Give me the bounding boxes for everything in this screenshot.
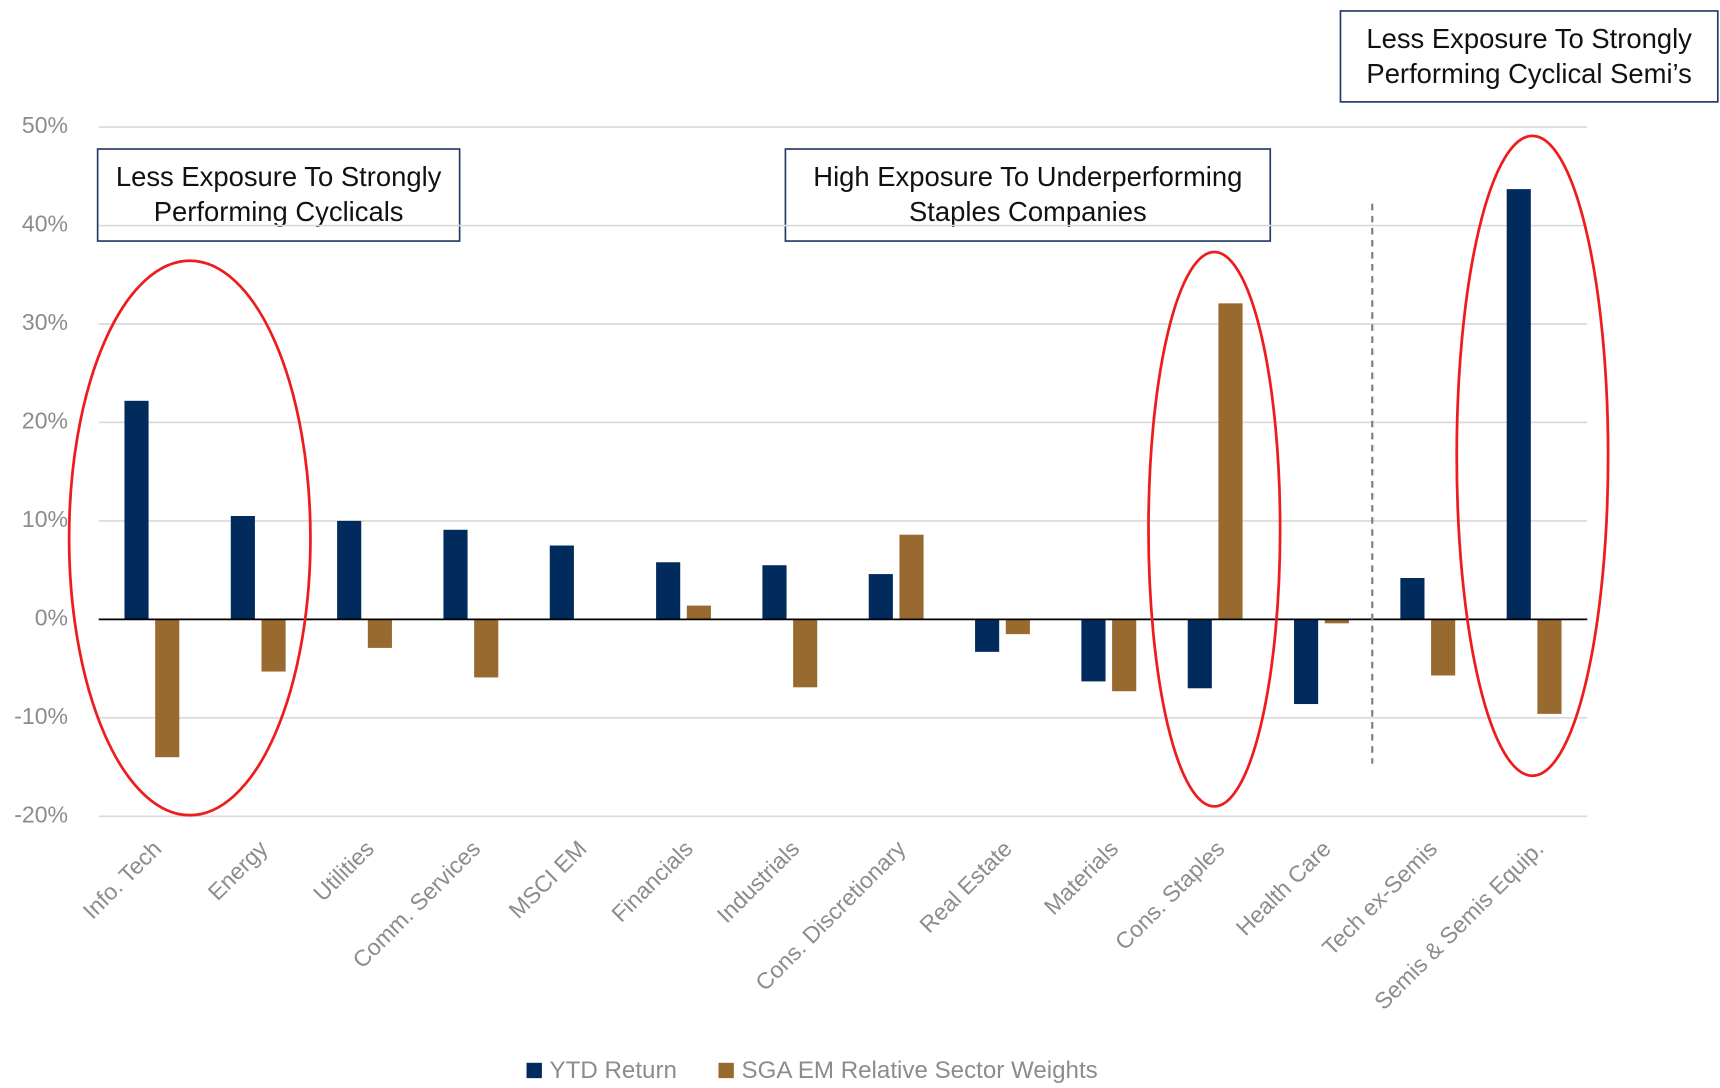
legend-label: SGA EM Relative Sector Weights bbox=[742, 1057, 1098, 1084]
x-tick-label: Industrials bbox=[712, 835, 805, 928]
bar bbox=[686, 605, 711, 620]
annotation-text: Staples Companies bbox=[909, 196, 1147, 227]
x-tick-label: Utilities bbox=[308, 835, 379, 906]
x-tick-label: Energy bbox=[203, 835, 273, 905]
x-tick-label: Real Estate bbox=[914, 835, 1017, 937]
y-tick-label: -20% bbox=[14, 801, 68, 827]
annotation-box: Less Exposure To Strongly Performing Cyc… bbox=[1339, 10, 1719, 103]
annotation-text: High Exposure To Underperforming bbox=[813, 161, 1242, 192]
annotation-text: Performing Cyclical Semi’s bbox=[1366, 58, 1691, 89]
bar bbox=[868, 574, 893, 620]
bar bbox=[474, 619, 499, 678]
bar bbox=[367, 619, 392, 648]
bar bbox=[230, 515, 255, 620]
x-tick-label: Health Care bbox=[1231, 835, 1336, 940]
bar bbox=[1294, 619, 1319, 705]
bar bbox=[793, 619, 818, 688]
bar bbox=[656, 562, 681, 620]
annotation-text: Less Exposure To Strongly bbox=[116, 161, 442, 192]
legend-label: YTD Return bbox=[550, 1057, 677, 1084]
bar bbox=[899, 534, 924, 620]
annotation-text: Performing Cyclicals bbox=[154, 196, 404, 227]
x-tick-label: Materials bbox=[1039, 835, 1123, 919]
y-tick-label: -10% bbox=[14, 703, 68, 729]
bar bbox=[549, 545, 574, 620]
highlight-ellipse bbox=[1147, 250, 1282, 808]
y-tick-label: 40% bbox=[22, 211, 68, 237]
bar bbox=[1005, 619, 1030, 635]
x-tick-label: Financials bbox=[606, 835, 698, 927]
bar bbox=[1081, 619, 1106, 682]
highlight-ellipse bbox=[67, 259, 312, 817]
x-tick-label: MSCI EM bbox=[504, 835, 592, 923]
annotation-box: Less Exposure To Strongly Performing Cyc… bbox=[96, 148, 461, 242]
bar bbox=[1324, 619, 1349, 624]
y-tick-label: 10% bbox=[22, 506, 68, 532]
bar bbox=[1218, 303, 1243, 620]
bar bbox=[1400, 578, 1425, 620]
legend-swatch bbox=[526, 1062, 542, 1079]
bar bbox=[762, 565, 787, 620]
x-tick-label: Info. Tech bbox=[78, 835, 167, 924]
annotation-box: High Exposure To Underperforming Staples… bbox=[784, 148, 1272, 242]
bar bbox=[124, 400, 149, 620]
bar bbox=[1537, 619, 1562, 714]
annotation-frame bbox=[1339, 10, 1719, 103]
bar bbox=[155, 619, 180, 758]
plot: -20% -10% 0% 10% 20% 30% 40% 50% Info. Tech Energ… bbox=[14, 112, 1588, 1084]
highlight-ellipse bbox=[1455, 134, 1610, 778]
bar bbox=[975, 619, 1000, 652]
bar bbox=[1187, 619, 1212, 689]
y-tick-label: 30% bbox=[22, 309, 68, 335]
annotation-text: Less Exposure To Strongly bbox=[1366, 23, 1692, 54]
bar bbox=[1506, 189, 1531, 620]
bar bbox=[1112, 619, 1137, 692]
legend-swatch bbox=[718, 1062, 734, 1079]
y-tick-label: 20% bbox=[22, 408, 68, 434]
x-tick-label: Cons. Staples bbox=[1110, 835, 1230, 955]
bar bbox=[261, 619, 286, 672]
y-tick-label: 0% bbox=[35, 604, 68, 630]
bar bbox=[443, 529, 468, 620]
bar bbox=[1431, 619, 1456, 676]
y-tick-label: 50% bbox=[22, 112, 68, 138]
bar bbox=[337, 520, 362, 620]
